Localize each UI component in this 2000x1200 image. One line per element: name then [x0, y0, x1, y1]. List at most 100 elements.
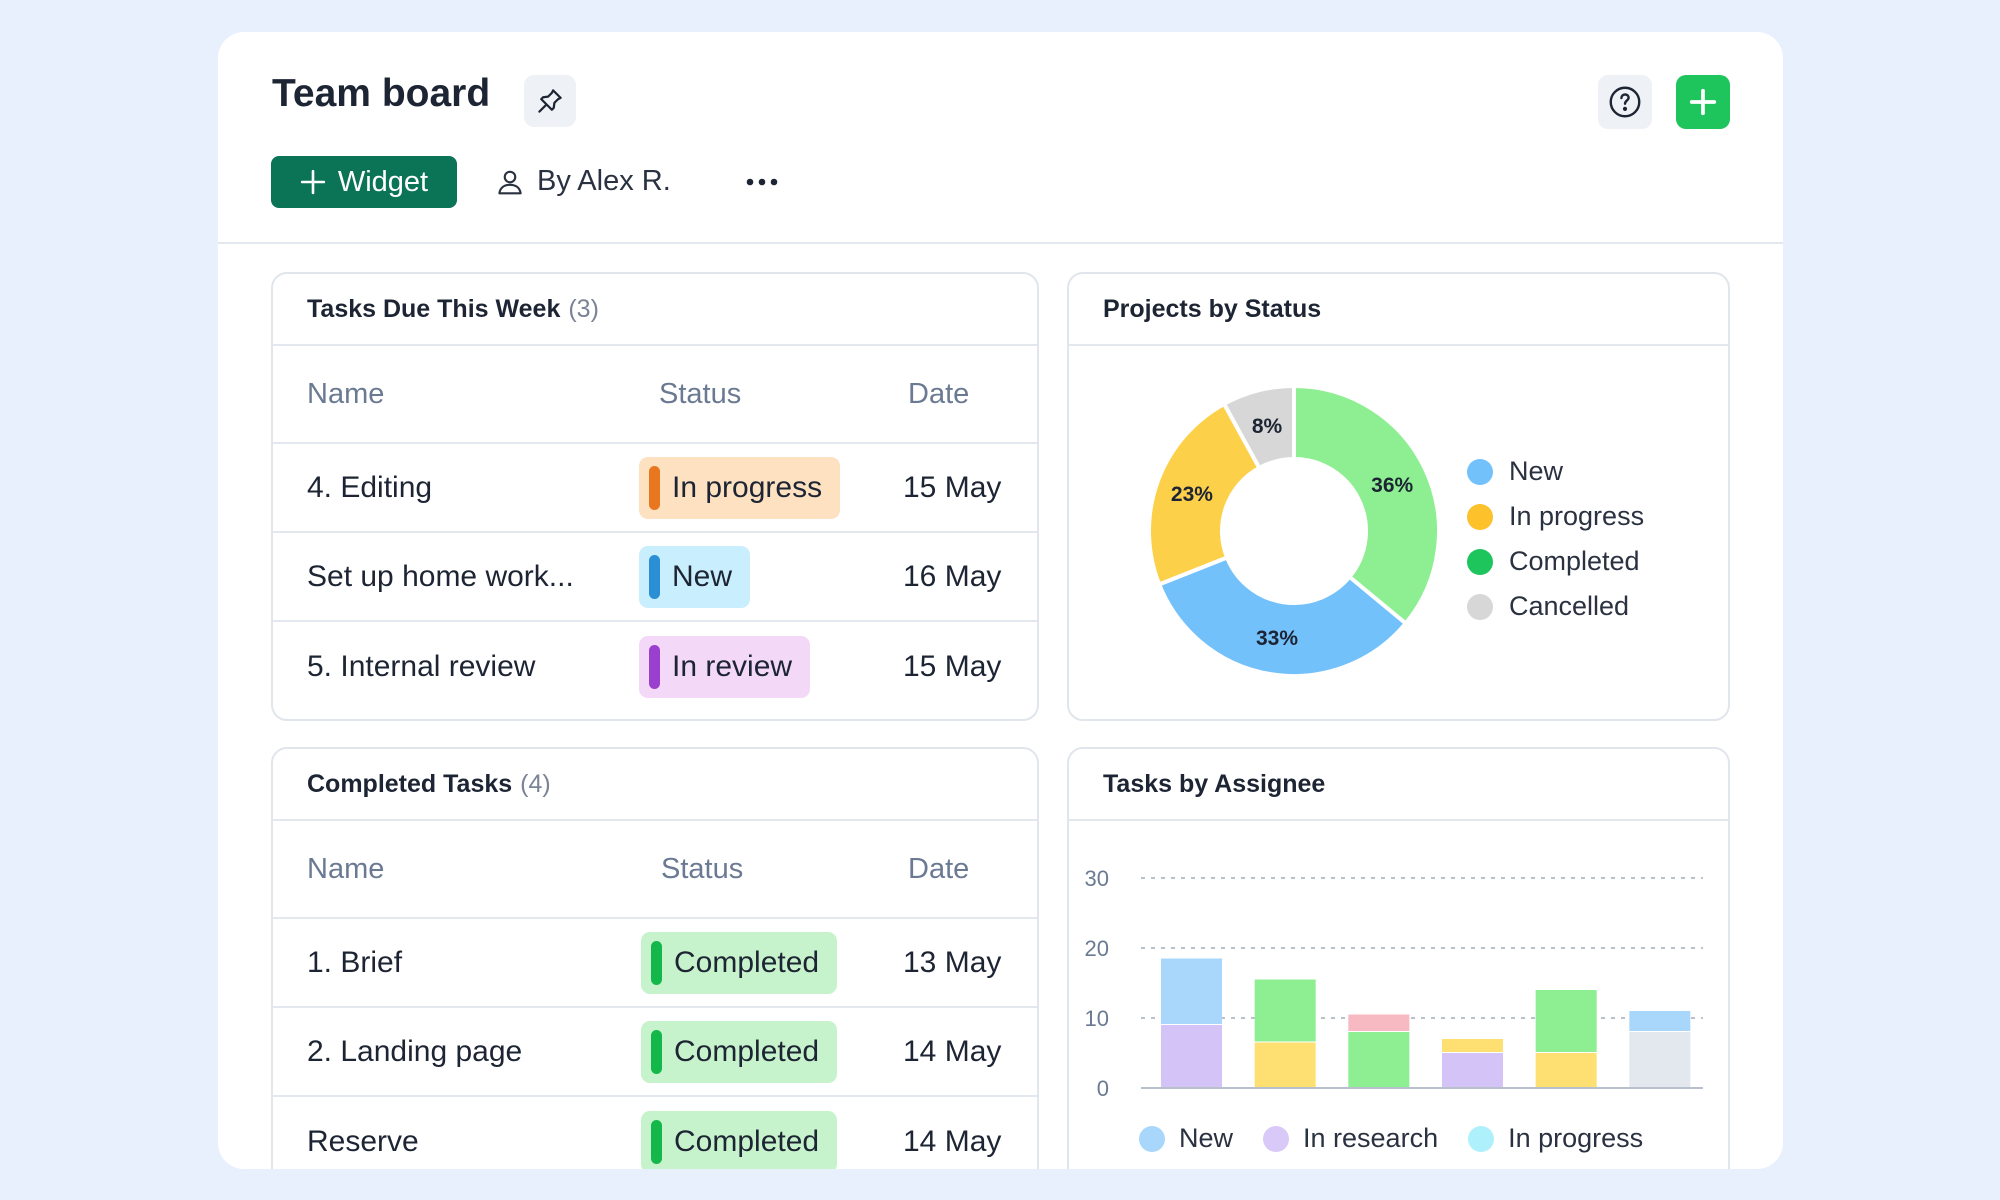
legend-label: Cancelled	[1509, 591, 1630, 621]
bar-segment[interactable]	[1535, 1053, 1597, 1087]
legend-item[interactable]: New	[1467, 449, 1644, 494]
completed-tasks-widget: Completed Tasks (4) Name Status Date 1. …	[271, 747, 1039, 1169]
status-label: Completed	[674, 1124, 820, 1158]
donut-chart-area: 36% 33% 23% 8%	[1147, 383, 1441, 681]
status-badge: Completed	[641, 931, 838, 994]
add-widget-label: Widget	[337, 165, 429, 198]
status-cell: In review	[639, 622, 811, 711]
legend-item[interactable]: Completed	[1467, 539, 1644, 584]
owner-label: By Alex R.	[537, 165, 671, 197]
widget-count: (4)	[520, 769, 551, 798]
widget-header: Completed Tasks (4)	[273, 749, 1037, 821]
table-row[interactable]: 2. Landing page Completed 14 May	[273, 1008, 1037, 1097]
pin-button[interactable]	[524, 75, 576, 127]
bar-segment[interactable]	[1629, 1032, 1691, 1087]
donut-slice-completed[interactable]	[1292, 383, 1441, 627]
bar-segment[interactable]	[1629, 1011, 1691, 1031]
table-row[interactable]: Reserve Completed 14 May	[273, 1097, 1037, 1169]
legend-item[interactable]: Cancelled	[1467, 584, 1644, 629]
column-header-name[interactable]: Name	[307, 377, 385, 410]
legend-label: Completed	[1509, 546, 1640, 576]
y-tick-label: 10	[1085, 1006, 1109, 1031]
donut-slice-new[interactable]	[1156, 554, 1409, 678]
table-row[interactable]: 4. Editing In progress 15 May	[273, 444, 1037, 533]
column-header-date[interactable]: Date	[908, 852, 970, 885]
legend-swatch	[1467, 503, 1493, 530]
team-board: Team board Widget	[218, 32, 1783, 1169]
owner-filter[interactable]: By Alex R.	[495, 165, 671, 198]
pin-icon	[538, 89, 562, 113]
widget-header: Tasks by Assignee	[1069, 749, 1728, 821]
chart-legend: New In research In progress	[1139, 1123, 1643, 1154]
bar-segment[interactable]	[1535, 990, 1597, 1052]
status-badge: In review	[639, 635, 811, 698]
table-row[interactable]: 1. Brief Completed 13 May	[273, 919, 1037, 1008]
legend-swatch	[1468, 1125, 1495, 1152]
bar-segment[interactable]	[1161, 958, 1222, 1025]
widget-count: (3)	[568, 294, 599, 323]
task-name: Reserve	[307, 1124, 419, 1158]
status-indicator	[651, 1029, 662, 1074]
bar-segment[interactable]	[1348, 1032, 1410, 1087]
task-name: Set up home work...	[307, 559, 574, 593]
status-label: In review	[672, 649, 793, 683]
bar-segment[interactable]	[1254, 1042, 1316, 1088]
help-button[interactable]	[1598, 75, 1652, 129]
legend-swatch	[1467, 593, 1493, 620]
bar-segment[interactable]	[1254, 979, 1316, 1042]
legend-swatch	[1139, 1125, 1165, 1152]
donut-chart: 36% 33% 23% 8%	[1147, 383, 1441, 678]
column-header-date[interactable]: Date	[908, 377, 970, 410]
status-cell: New	[639, 533, 751, 620]
status-cell: In progress	[639, 444, 841, 531]
task-date: 13 May	[903, 945, 1002, 979]
status-indicator	[649, 644, 660, 689]
status-label: Completed	[674, 1034, 820, 1068]
widget-header: Tasks Due This Week (3)	[273, 274, 1037, 346]
column-header-status[interactable]: Status	[659, 377, 742, 410]
status-label: In progress	[672, 470, 823, 504]
legend-label: New	[1179, 1123, 1234, 1153]
donut-slice-cancelled[interactable]	[1221, 383, 1296, 471]
widget-title: Tasks by Assignee	[1103, 769, 1326, 798]
projects-by-status-widget: Projects by Status 36% 33% 23% 8% New In pro…	[1067, 272, 1730, 721]
y-tick-label: 20	[1085, 936, 1109, 961]
column-header-name[interactable]: Name	[307, 852, 385, 885]
table-header: Name Status Date	[273, 346, 1037, 444]
task-name: 5. Internal review	[307, 649, 536, 683]
plus-icon	[300, 169, 325, 195]
legend-swatch	[1467, 458, 1493, 485]
page-title: Team board	[272, 72, 491, 115]
legend-label: In research	[1303, 1123, 1439, 1153]
status-cell: Completed	[641, 1097, 838, 1169]
donut-slice-in-progress[interactable]	[1147, 401, 1263, 587]
user-icon	[498, 170, 522, 194]
legend-swatch	[1263, 1125, 1290, 1152]
table-row[interactable]: 5. Internal review In review 15 May	[273, 622, 1037, 711]
status-indicator	[651, 940, 662, 985]
more-options-button[interactable]	[740, 160, 784, 204]
add-widget-button[interactable]: Widget	[271, 156, 457, 208]
legend-label: New	[1509, 456, 1564, 486]
column-header-status[interactable]: Status	[661, 852, 744, 885]
task-date: 15 May	[903, 470, 1002, 504]
bar-segment[interactable]	[1348, 1014, 1410, 1032]
status-label: Completed	[674, 945, 820, 979]
legend-label: In progress	[1508, 1123, 1644, 1153]
legend-item[interactable]: In progress	[1468, 1123, 1643, 1154]
bar-segment[interactable]	[1442, 1053, 1503, 1087]
chart-legend: New In progress Completed Cancelled	[1467, 449, 1644, 629]
y-tick-label: 30	[1085, 866, 1109, 891]
status-badge: New	[639, 545, 751, 608]
legend-item[interactable]: In research	[1263, 1123, 1438, 1154]
bar-segment[interactable]	[1442, 1039, 1503, 1052]
widget-title: Projects by Status	[1103, 294, 1322, 323]
legend-item[interactable]: New	[1139, 1123, 1233, 1154]
table-row[interactable]: Set up home work... New 16 May	[273, 533, 1037, 622]
legend-item[interactable]: In progress	[1467, 494, 1644, 539]
status-badge: Completed	[641, 1020, 838, 1083]
add-button[interactable]	[1676, 75, 1730, 129]
bar-chart: 0 10 20 30	[1085, 866, 1703, 1101]
board-header: Team board Widget	[218, 32, 1783, 244]
bar-segment[interactable]	[1161, 1025, 1222, 1087]
